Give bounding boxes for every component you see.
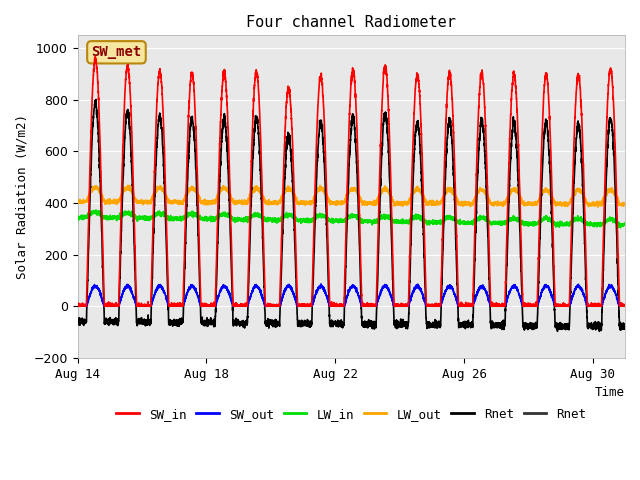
X-axis label: Time: Time (595, 386, 625, 399)
Text: SW_met: SW_met (92, 45, 141, 60)
Title: Four channel Radiometer: Four channel Radiometer (246, 15, 456, 30)
Legend: SW_in, SW_out, LW_in, LW_out, Rnet, Rnet: SW_in, SW_out, LW_in, LW_out, Rnet, Rnet (111, 403, 591, 426)
Y-axis label: Solar Radiation (W/m2): Solar Radiation (W/m2) (15, 114, 28, 279)
